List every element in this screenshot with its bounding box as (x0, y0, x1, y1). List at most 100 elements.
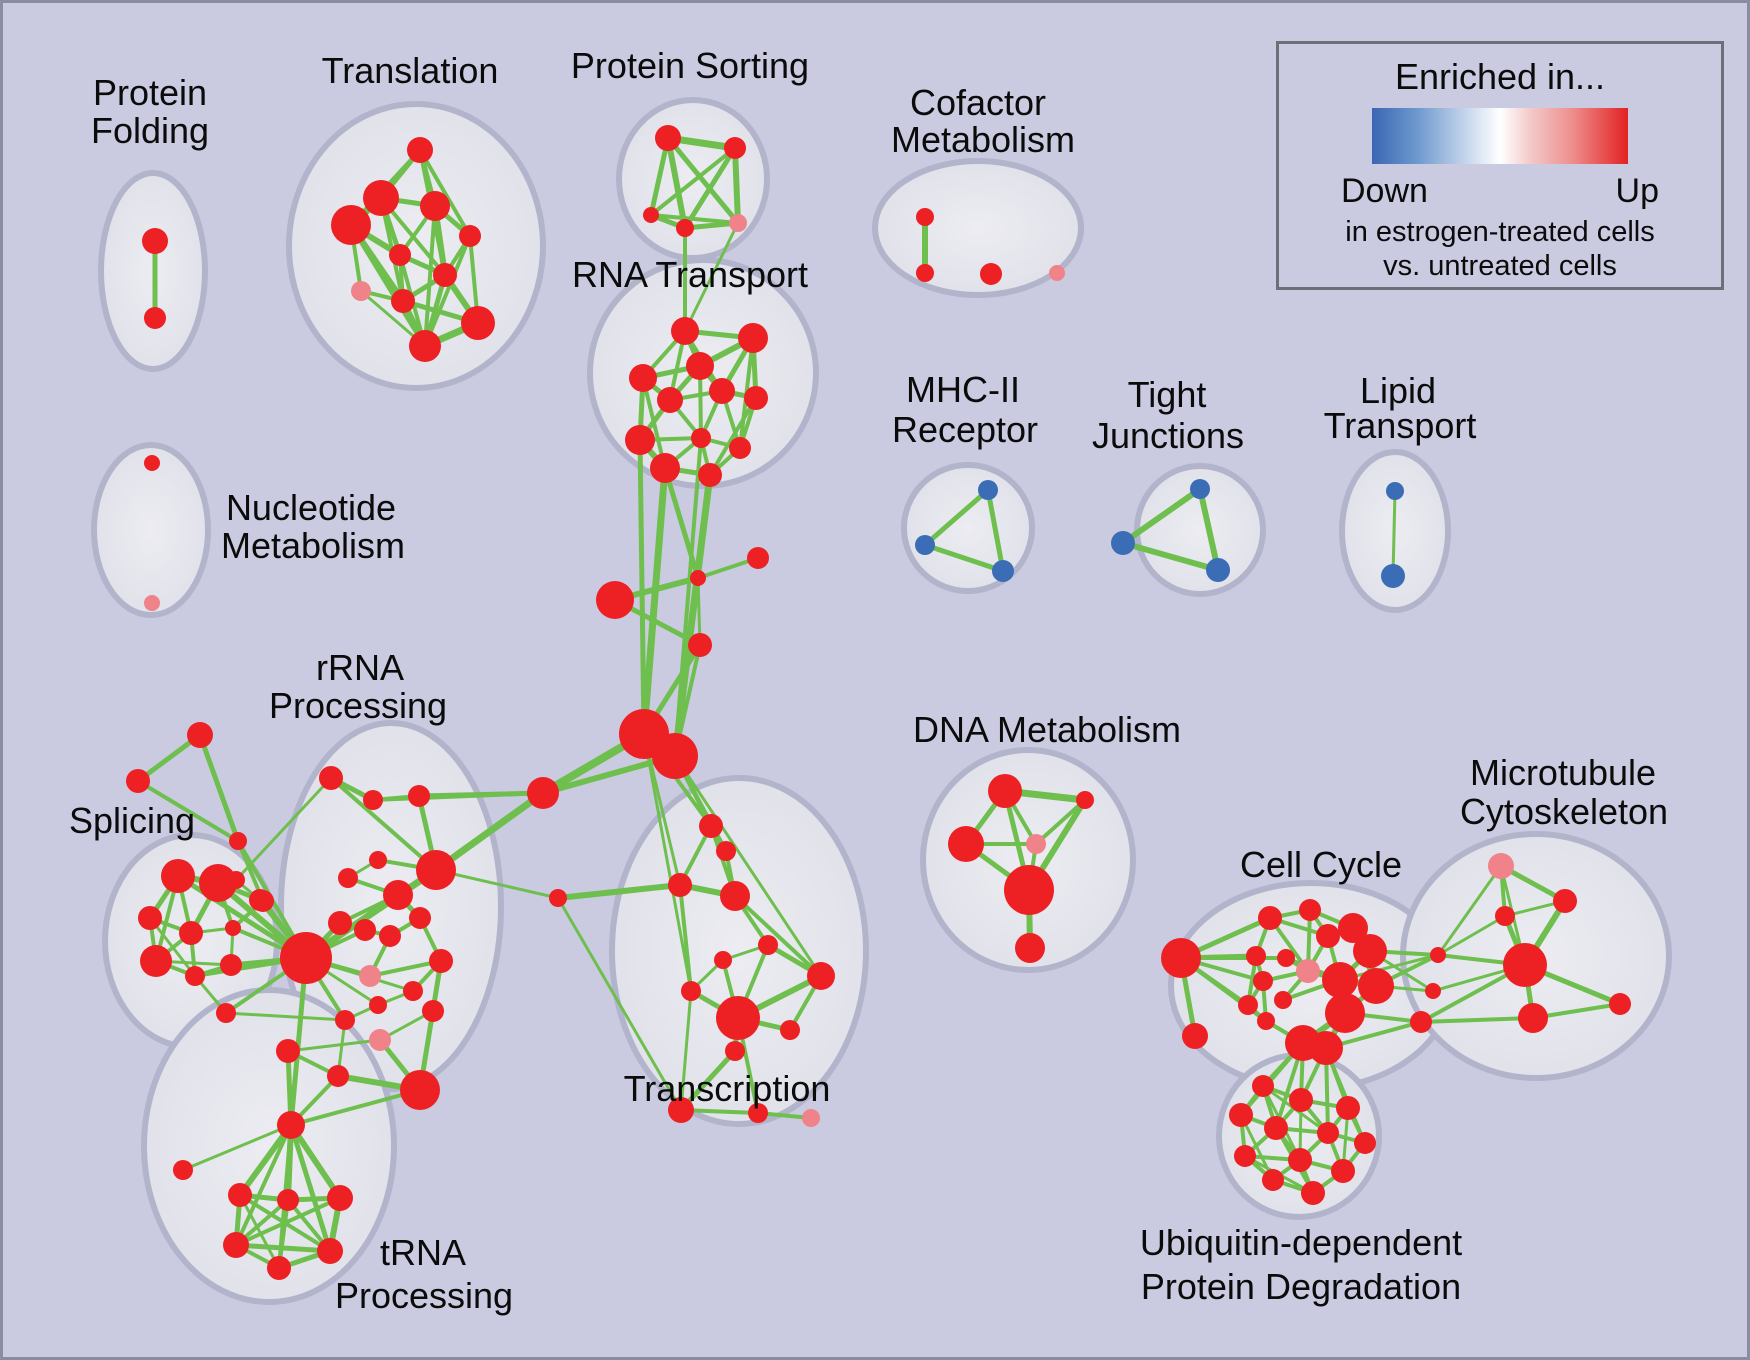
gene-set-node-up (338, 868, 358, 888)
edge (649, 146, 737, 217)
gene-set-node-up (1182, 1023, 1208, 1049)
cluster-label-cell-cycle: Cell Cycle (1240, 844, 1402, 885)
edge (234, 1196, 342, 1247)
edge (1120, 540, 1221, 573)
edge (1391, 489, 1397, 578)
gene-set-node-up (335, 1010, 355, 1030)
gene-set-node-up (716, 841, 736, 861)
cluster-label-translation: Translation (322, 50, 499, 91)
edge (922, 542, 1006, 574)
gene-set-node-up (1353, 934, 1387, 968)
gene-set-node-up (327, 1065, 349, 1087)
gene-set-node-up (650, 453, 680, 483)
gene-set-node-up (363, 790, 383, 810)
edge (368, 959, 443, 978)
gene-set-node-up (391, 289, 415, 313)
edge (708, 396, 758, 477)
cluster-label-mhc-ii-receptor: MHC-II (906, 369, 1020, 410)
gene-set-node-up (461, 306, 495, 340)
gene-set-node-up (1229, 1103, 1253, 1127)
gene-set-node-up (1252, 1075, 1274, 1097)
gene-set-node-up (729, 437, 751, 459)
gene-set-node-up (1325, 993, 1365, 1033)
gene-set-node-up (363, 180, 399, 216)
gene-set-node-up (252, 890, 274, 912)
edge (1120, 486, 1203, 546)
gene-set-node-up (629, 364, 657, 392)
gene-set-node-up (1316, 924, 1340, 948)
edge (683, 221, 740, 333)
edge (288, 955, 309, 1128)
gene-set-node-up (403, 981, 423, 1001)
edge (371, 791, 545, 802)
gene-set-node-up (1322, 962, 1358, 998)
gene-set-node-slightly-up (1296, 959, 1320, 983)
gene-set-node-up (671, 317, 699, 345)
edge (1436, 914, 1507, 957)
gene-set-node-up (173, 1160, 193, 1180)
edge (286, 1038, 382, 1053)
gene-set-node-up (747, 547, 769, 569)
gene-set-node-up (409, 907, 431, 929)
cluster-label-mhc-ii-receptor: Receptor (892, 409, 1038, 450)
gene-set-node-up (625, 425, 655, 455)
edge (233, 1242, 333, 1254)
gene-set-node-up (1264, 1116, 1288, 1140)
edge (1197, 486, 1221, 573)
gene-set-node-up (1331, 1159, 1355, 1183)
gene-set-node-up (948, 826, 984, 862)
edge (732, 145, 741, 226)
edge (673, 754, 823, 978)
gene-set-node-up (220, 954, 242, 976)
gene-set-node-up (277, 1111, 305, 1139)
gene-set-node-up (407, 137, 433, 163)
gene-set-node-up (1234, 1145, 1256, 1167)
gene-set-node-up (328, 911, 352, 935)
edge (665, 135, 741, 226)
gene-set-node-up (655, 125, 681, 151)
gene-set-node-up (698, 463, 722, 487)
edge (922, 487, 991, 548)
edge (302, 866, 440, 962)
gene-set-node-up (691, 428, 711, 448)
cluster-label-rrna-processing: rRNA (316, 647, 404, 688)
gene-set-node-up (758, 935, 778, 955)
gene-set-node-up (1495, 906, 1515, 926)
gene-set-node-up (549, 889, 567, 907)
edge (224, 1011, 347, 1022)
gene-set-node-up (229, 832, 247, 850)
gene-set-node-up (228, 1183, 252, 1207)
cluster-label-protein-sorting: Protein Sorting (571, 45, 809, 86)
gene-set-node-up (144, 307, 166, 329)
gene-set-node-up (185, 966, 205, 986)
gene-set-node-up (1246, 946, 1266, 966)
edge (234, 1123, 293, 1247)
gene-set-node-up (668, 1097, 694, 1123)
gene-set-node-up (383, 880, 413, 910)
gene-set-node-up (1410, 1011, 1432, 1033)
gene-set-node-up (199, 864, 237, 902)
gene-set-node-up (1253, 971, 1273, 991)
gene-set-node-up (1262, 1169, 1284, 1191)
gene-set-node-up (1301, 1181, 1325, 1205)
edge (678, 1048, 738, 1113)
cluster-label-lipid-transport: Transport (1324, 405, 1477, 446)
edge (642, 732, 693, 993)
legend-subtitle-line1: in estrogen-treated cells (1345, 216, 1655, 248)
gene-set-node-up (980, 263, 1002, 285)
gene-set-node-up (709, 378, 735, 404)
cluster-label-cofactor-metabolism: Metabolism (891, 119, 1075, 160)
gene-set-node-up (1309, 1031, 1343, 1065)
gene-set-node-up (527, 777, 559, 809)
gene-set-node-up (657, 387, 683, 413)
edge (678, 883, 693, 993)
gene-set-node-up (1553, 889, 1577, 913)
edge (237, 1122, 294, 1198)
gene-set-node-up (331, 205, 371, 245)
cluster-label-transcription: Transcription (624, 1068, 831, 1109)
edge (1419, 1016, 1535, 1024)
edge (288, 1122, 333, 1254)
edge (555, 882, 683, 901)
gene-set-node-up (1257, 1012, 1275, 1030)
gene-set-node-up (1258, 906, 1282, 930)
